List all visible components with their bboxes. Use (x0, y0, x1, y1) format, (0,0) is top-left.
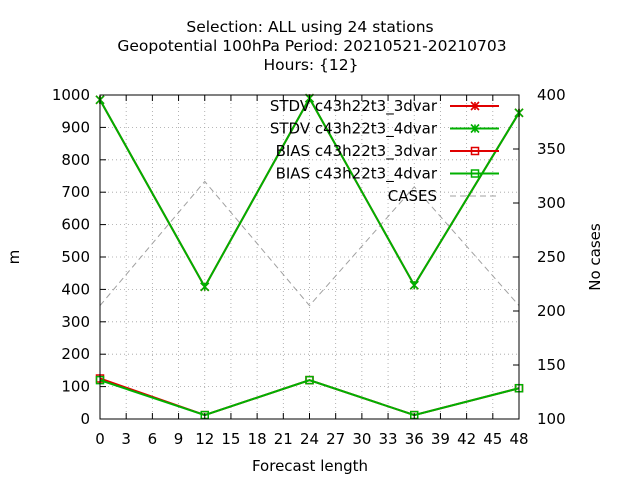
y2-axis-label: No cases (586, 223, 604, 291)
series-bias-c43h22t3-4dvar (95, 375, 524, 420)
y-tick-label: 100 (61, 378, 90, 396)
x-tick-label: 9 (174, 430, 184, 448)
y-axis-label: m (5, 250, 23, 265)
legend-label: STDV c43h22t3_4dvar (270, 120, 438, 139)
x-tick-label: 24 (300, 430, 319, 448)
x-tick-label: 48 (509, 430, 528, 448)
legend-item: BIAS c43h22t3_4dvar (276, 165, 499, 184)
data-point (200, 282, 210, 292)
x-tick-label: 21 (274, 430, 293, 448)
title-line-3: Hours: {12} (263, 56, 358, 74)
legend-item: CASES (388, 187, 499, 205)
series-cases (99, 180, 520, 307)
legend-label: BIAS c43h22t3_3dvar (276, 142, 438, 161)
title-line-1: Selection: ALL using 24 stations (186, 18, 433, 36)
y2-tick-label: 400 (537, 86, 566, 104)
x-tick-label: 39 (431, 430, 450, 448)
legend-marker (470, 123, 480, 134)
legend-item: BIAS c43h22t3_3dvar (276, 142, 499, 161)
series-bias-c43h22t3-3dvar (95, 374, 524, 420)
series-line (99, 379, 520, 417)
x-tick-label: 15 (221, 430, 240, 448)
y-tick-label: 1000 (52, 86, 90, 104)
x-axis-label: Forecast length (252, 457, 368, 475)
x-tick-label: 3 (121, 430, 131, 448)
legend-marker (470, 101, 480, 111)
y2-tick-label: 150 (537, 356, 566, 374)
data-point (409, 280, 419, 290)
x-tick-label: 18 (248, 430, 267, 448)
y2-tick-label: 300 (537, 194, 566, 212)
x-tick-label: 42 (457, 430, 476, 448)
y-tick-label: 600 (61, 216, 90, 234)
axis-ticks: 0 3 6 9 12 15 18 21 24 27 30 33 36 39 42 45 480100200300… (52, 86, 566, 448)
y-tick-label: 300 (61, 313, 90, 331)
y-tick-label: 900 (61, 118, 90, 136)
x-tick-label: 45 (483, 430, 502, 448)
y-tick-label: 0 (80, 410, 90, 428)
x-tick-label: 36 (405, 430, 424, 448)
x-tick-label: 27 (326, 430, 345, 448)
y2-tick-label: 200 (537, 302, 566, 320)
legend-item: STDV c43h22t3_4dvar (270, 120, 499, 139)
chart-title: Selection: ALL using 24 stations Geopote… (117, 18, 506, 74)
legend-label: BIAS c43h22t3_4dvar (276, 165, 438, 184)
x-tick-label: 30 (352, 430, 371, 448)
y2-tick-label: 250 (537, 248, 566, 266)
title-line-2: Geopotential 100hPa Period: 20210521-202… (117, 37, 506, 55)
x-tick-label: 6 (148, 430, 158, 448)
legend-marker (470, 169, 480, 178)
y2-tick-label: 350 (537, 140, 566, 158)
y-tick-label: 200 (61, 345, 90, 363)
y-tick-label: 500 (61, 248, 90, 266)
legend-label: CASES (388, 187, 437, 205)
legend-marker (470, 146, 480, 156)
legend-label: STDV c43h22t3_3dvar (270, 97, 438, 116)
series-line (99, 180, 520, 307)
x-tick-label: 33 (379, 430, 398, 448)
y2-tick-label: 100 (537, 410, 566, 428)
y-tick-label: 800 (61, 151, 90, 169)
legend: STDV c43h22t3_3dvar STDV c43h22t3_4dvar BI… (270, 97, 499, 205)
x-tick-label: 12 (195, 430, 214, 448)
y-tick-label: 400 (61, 280, 90, 298)
legend-item: STDV c43h22t3_3dvar (270, 97, 499, 116)
x-tick-label: 0 (95, 430, 105, 448)
data-point (305, 375, 314, 385)
y-tick-label: 700 (61, 183, 90, 201)
